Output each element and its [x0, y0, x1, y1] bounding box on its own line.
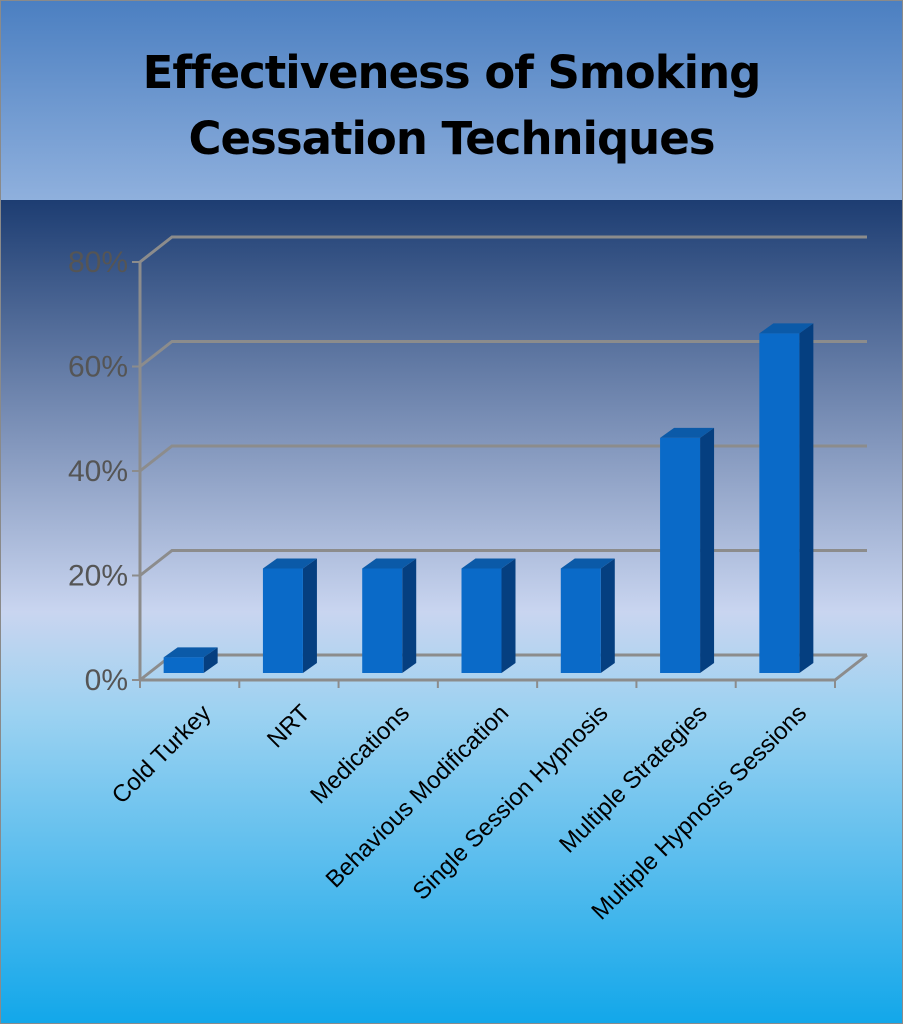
bar-top: [163, 647, 218, 658]
bar-top: [660, 427, 715, 438]
grid-line: [139, 444, 867, 473]
bar-side: [302, 558, 317, 673]
bar: [560, 558, 615, 673]
bar-side: [600, 558, 615, 673]
grid-line: [139, 235, 867, 264]
grid-line: [139, 549, 867, 577]
bar-front: [660, 437, 701, 673]
bar-side: [203, 647, 218, 673]
bar-side: [501, 558, 516, 673]
y-tick-label: 40%: [68, 455, 128, 488]
bar-top: [560, 558, 615, 569]
plot-background: [0, 200, 903, 1024]
chart-title: Effectiveness of Smoking Cessation Techn…: [142, 46, 762, 165]
bar-top: [362, 558, 417, 569]
bar-front: [560, 568, 601, 673]
bar: [660, 427, 715, 673]
bar: [163, 647, 218, 673]
bar-side: [799, 323, 814, 673]
bar-front: [759, 333, 800, 673]
bar-front: [262, 568, 303, 673]
y-tick-label: 80%: [68, 246, 128, 279]
bar-front: [362, 568, 403, 673]
bar-side: [402, 558, 417, 673]
bar: [362, 558, 417, 673]
bar-top: [262, 558, 317, 569]
bar: [262, 558, 317, 673]
bar-top: [759, 323, 814, 334]
bar: [461, 558, 516, 673]
bar-front: [163, 657, 204, 673]
bar: [759, 323, 814, 673]
title-background: [0, 0, 903, 200]
y-tick-label: 20%: [68, 559, 128, 592]
bar-side: [700, 427, 715, 673]
y-tick-label: 60%: [68, 350, 128, 383]
y-tick-label: 0%: [85, 664, 128, 697]
bar-front: [461, 568, 502, 673]
bar-top: [461, 558, 516, 569]
grid-line: [139, 340, 867, 368]
